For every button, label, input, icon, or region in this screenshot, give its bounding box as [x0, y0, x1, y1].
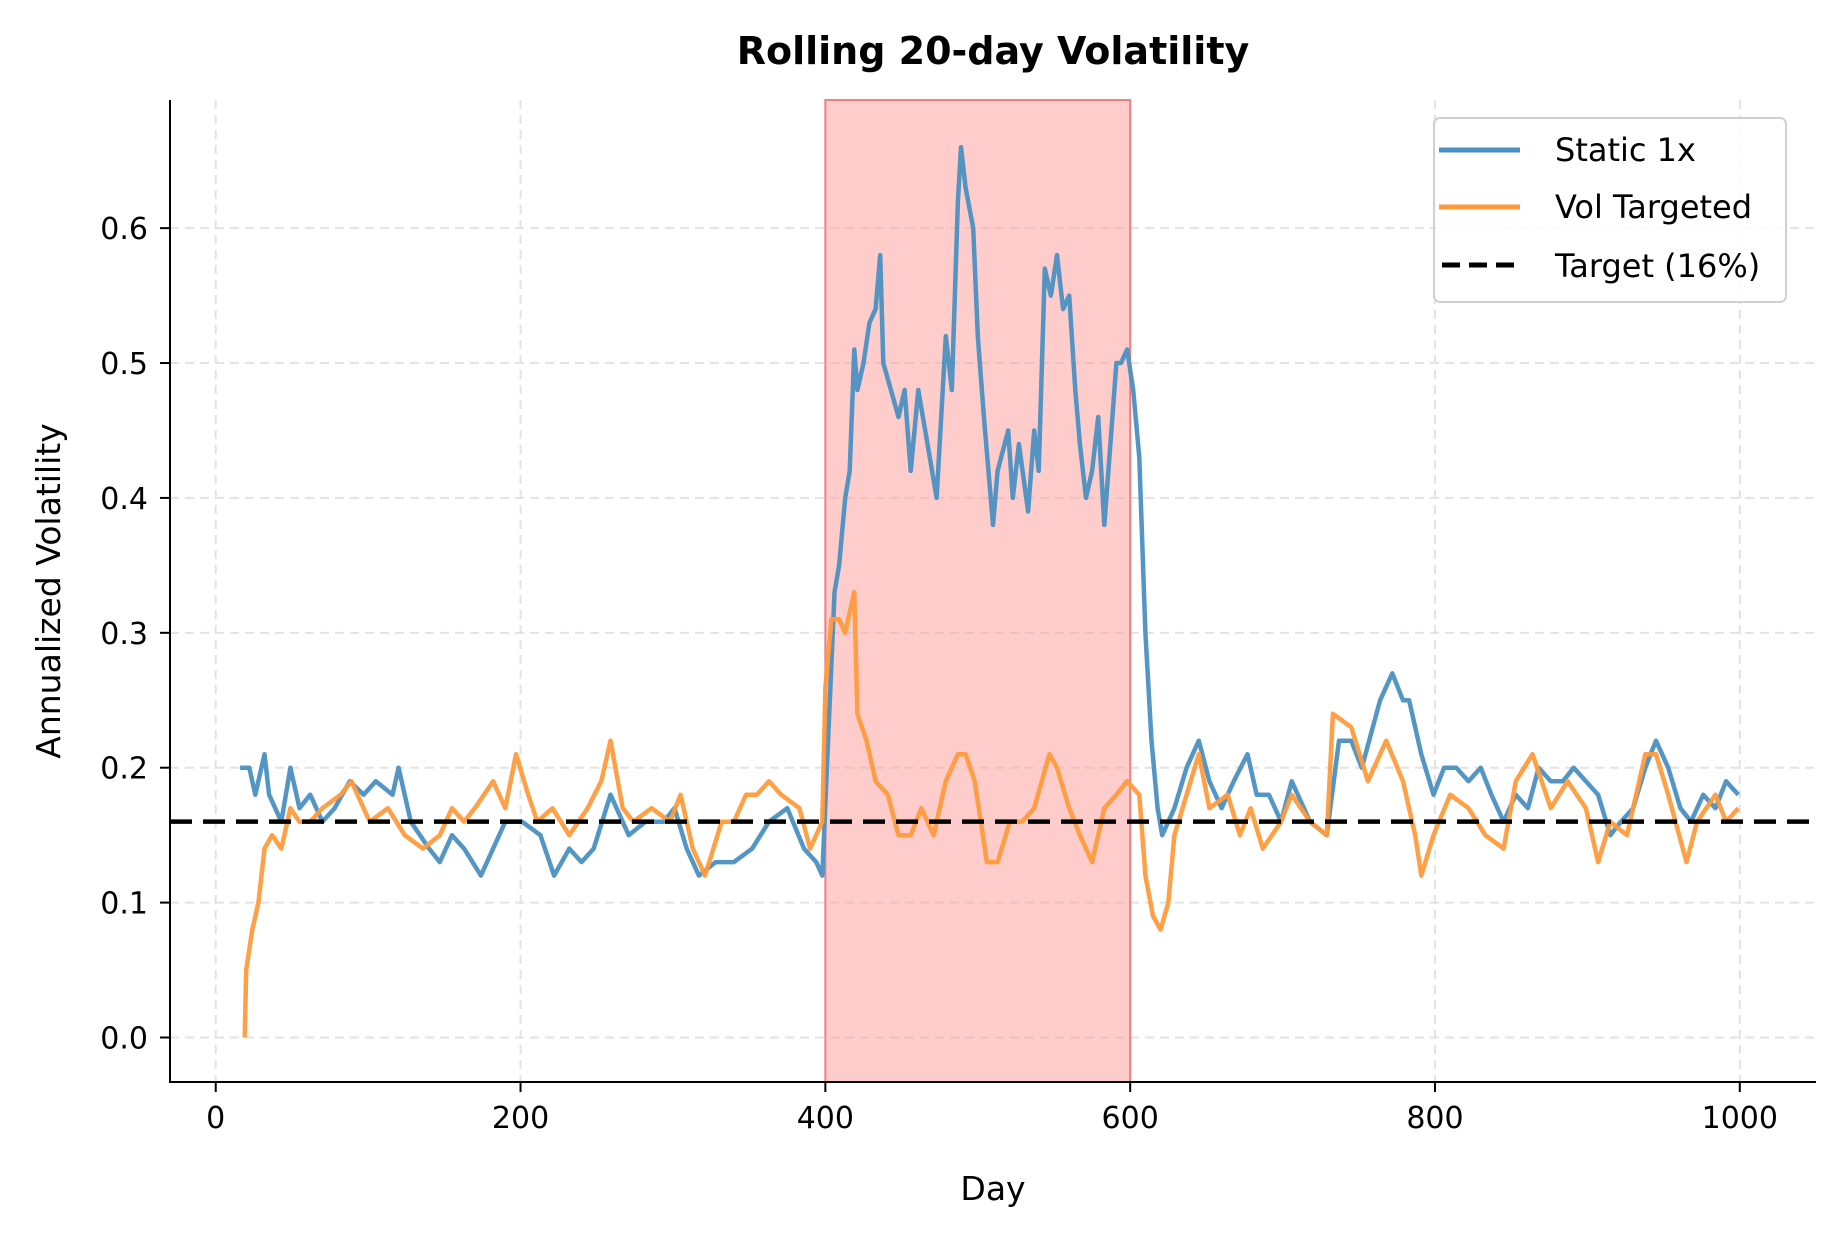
x-tick-label: 600: [1102, 1101, 1159, 1136]
y-axis-label: Annualized Volatility: [29, 423, 68, 758]
series-lines: [240, 144, 1740, 1038]
y-tick-label: 0.0: [100, 1021, 148, 1056]
series-line-static-1x: [240, 144, 1740, 878]
axes: [169, 100, 1816, 1083]
x-ticks: 0 200 400 600 800 1000: [206, 1082, 1778, 1136]
x-tick-label: 1000: [1702, 1101, 1778, 1136]
x-tick-label: 800: [1406, 1101, 1463, 1136]
x-axis-label: Day: [960, 1169, 1025, 1208]
chart-title: Rolling 20-day Volatility: [737, 29, 1250, 73]
y-ticks: 0.0 0.1 0.2 0.3 0.4 0.5 0.6: [100, 212, 170, 1056]
legend-label-vol-targeted: Vol Targeted: [1555, 188, 1752, 226]
legend-label-target: Target (16%): [1554, 247, 1760, 285]
legend-label-static: Static 1x: [1555, 131, 1696, 169]
y-tick-label: 0.3: [100, 617, 148, 652]
x-tick-label: 0: [206, 1101, 225, 1136]
y-tick-label: 0.5: [100, 347, 148, 382]
x-tick-label: 200: [492, 1101, 549, 1136]
y-tick-label: 0.6: [100, 212, 148, 247]
y-tick-label: 0.1: [100, 887, 148, 922]
shaded-region: [824, 99, 1132, 1083]
series-line-vol-targeted: [242, 590, 1740, 1038]
y-tick-label: 0.2: [100, 752, 148, 787]
x-tick-label: 400: [797, 1101, 854, 1136]
legend: Static 1x Vol Targeted Target (16%): [1433, 117, 1787, 303]
legend-box: [1433, 117, 1787, 303]
y-tick-label: 0.4: [100, 482, 148, 517]
